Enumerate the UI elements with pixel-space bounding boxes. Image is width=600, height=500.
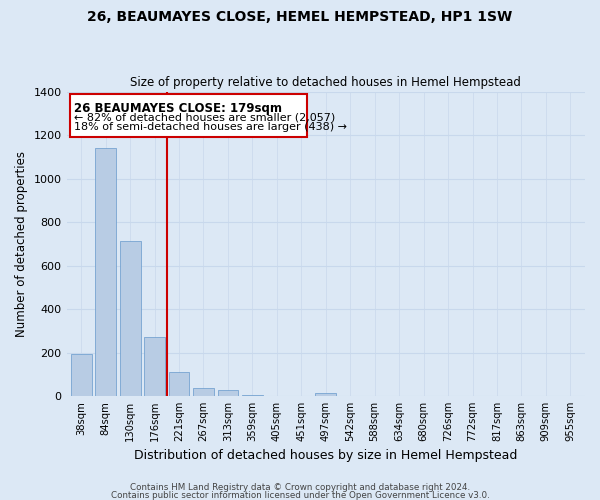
FancyBboxPatch shape — [70, 94, 307, 136]
Text: ← 82% of detached houses are smaller (2,057): ← 82% of detached houses are smaller (2,… — [74, 112, 335, 122]
Text: Contains public sector information licensed under the Open Government Licence v3: Contains public sector information licen… — [110, 490, 490, 500]
Bar — [242, 394, 263, 396]
Bar — [316, 393, 336, 396]
Bar — [193, 388, 214, 396]
Bar — [71, 354, 92, 396]
Text: 18% of semi-detached houses are larger (438) →: 18% of semi-detached houses are larger (… — [74, 122, 347, 132]
Text: Contains HM Land Registry data © Crown copyright and database right 2024.: Contains HM Land Registry data © Crown c… — [130, 484, 470, 492]
Bar — [120, 241, 140, 396]
Bar — [95, 148, 116, 396]
Y-axis label: Number of detached properties: Number of detached properties — [15, 151, 28, 337]
Bar — [169, 372, 190, 396]
Bar — [144, 337, 165, 396]
X-axis label: Distribution of detached houses by size in Hemel Hempstead: Distribution of detached houses by size … — [134, 450, 517, 462]
Bar — [218, 390, 238, 396]
Text: 26 BEAUMAYES CLOSE: 179sqm: 26 BEAUMAYES CLOSE: 179sqm — [74, 102, 282, 115]
Title: Size of property relative to detached houses in Hemel Hempstead: Size of property relative to detached ho… — [130, 76, 521, 90]
Text: 26, BEAUMAYES CLOSE, HEMEL HEMPSTEAD, HP1 1SW: 26, BEAUMAYES CLOSE, HEMEL HEMPSTEAD, HP… — [88, 10, 512, 24]
